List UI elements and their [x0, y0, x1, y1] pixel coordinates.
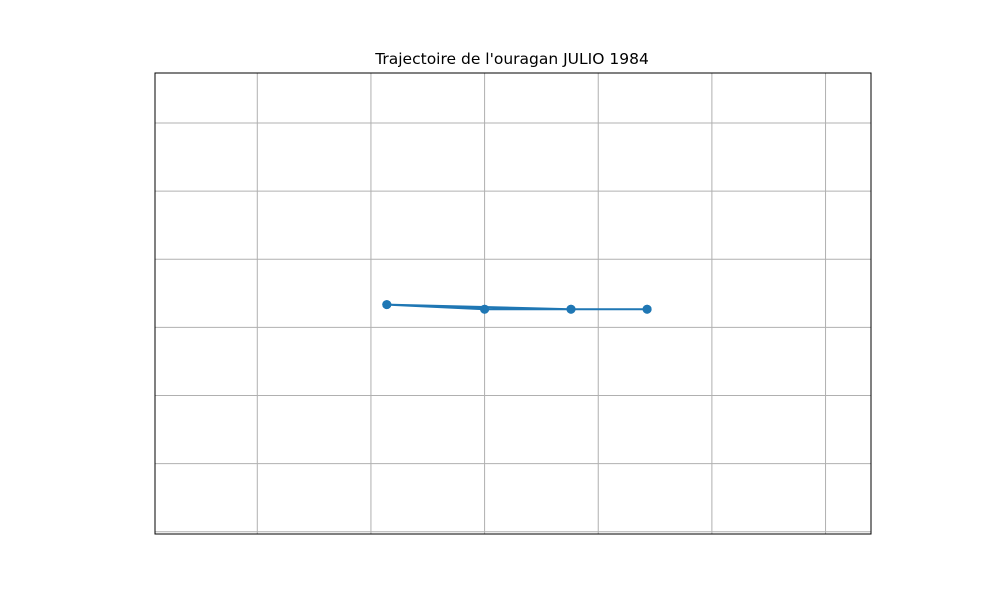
track-point-5 — [480, 304, 490, 314]
series-layer — [382, 300, 652, 314]
series-line-0 — [385, 303, 649, 311]
track-point-2 — [382, 300, 392, 310]
grid — [155, 73, 871, 534]
track-point-7 — [642, 304, 652, 314]
track-point-6 — [566, 304, 576, 314]
chart-title: Trajectoire de l'ouragan JULIO 1984 — [374, 50, 649, 68]
plot-frame — [154, 72, 872, 535]
